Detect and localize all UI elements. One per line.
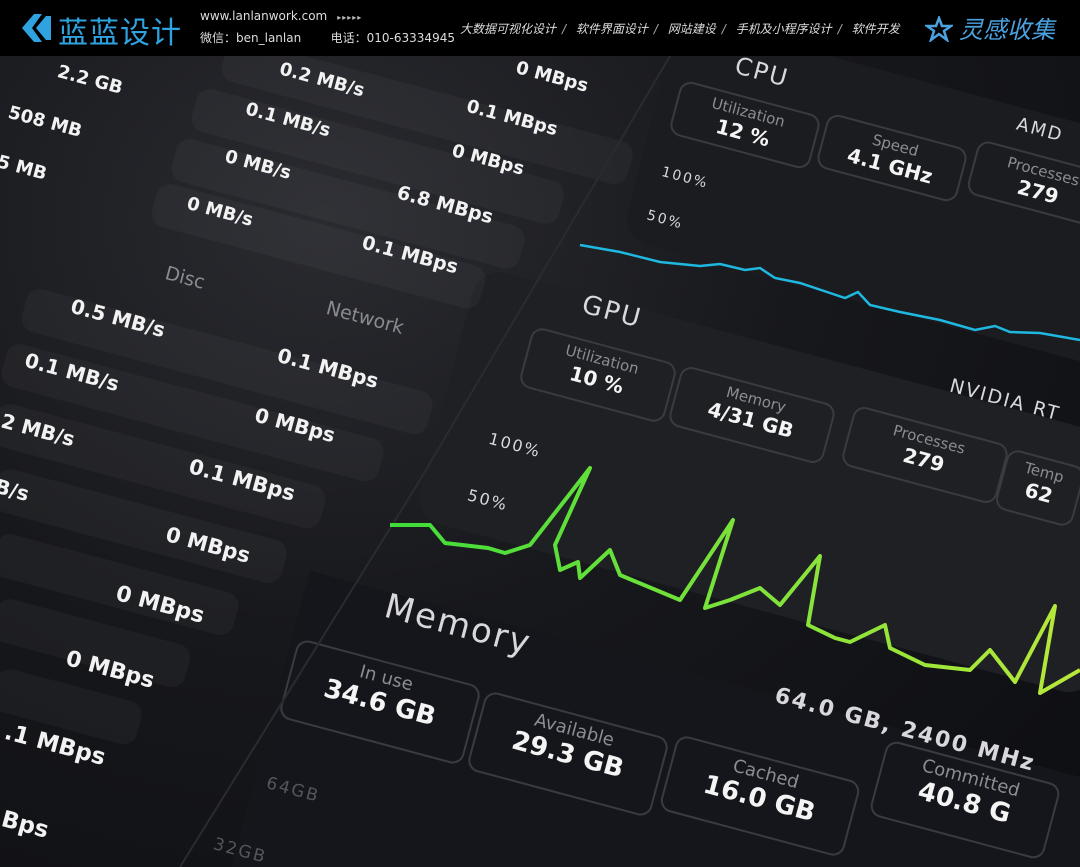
dashboard-perspective: 2.2 GB 0.2 MB/s 0 MBps 508 MB 0.1 MB/s 0… xyxy=(0,56,1080,867)
column-divider xyxy=(179,56,671,867)
nav-item-dataviz[interactable]: 大数据可视化设计 xyxy=(460,22,557,36)
nav-separator: / xyxy=(721,22,726,36)
service-nav: 大数据可视化设计 / 软件界面设计 / 网站建设 / 手机及小程序设计 / 软件开发 xyxy=(460,20,900,37)
site-banner: 蓝蓝设计 www.lanlanwork.com ▸▸▸▸▸ 微信：ben_lanl… xyxy=(0,0,1080,56)
logo-text: 蓝蓝设计 xyxy=(58,16,182,51)
lanlan-logo-icon xyxy=(22,14,51,42)
usage-graphs xyxy=(179,56,1080,867)
nav-item-software-dev[interactable]: 软件开发 xyxy=(851,22,900,36)
nav-item-website[interactable]: 网站建设 xyxy=(667,22,716,36)
wechat: 微信：ben_lanlan xyxy=(200,31,302,45)
nav-item-software-ui[interactable]: 软件界面设计 xyxy=(575,22,648,36)
phone: 电话：010-63334945 xyxy=(330,31,455,45)
arrows-icon: ▸▸▸▸▸ xyxy=(337,13,363,22)
nav-separator: / xyxy=(562,22,567,36)
brand-inspiration: 灵感收集 xyxy=(923,10,1055,45)
cpu-usage-line xyxy=(579,243,1080,342)
site-url[interactable]: www.lanlanwork.com ▸▸▸▸▸ xyxy=(200,9,362,23)
contact-info: 微信：ben_lanlan 电话：010-63334945 xyxy=(200,29,455,46)
star-icon xyxy=(923,14,955,44)
nav-separator: / xyxy=(653,22,658,36)
site-url-text[interactable]: www.lanlanwork.com xyxy=(200,9,328,23)
nav-item-mobile[interactable]: 手机及小程序设计 xyxy=(735,22,832,36)
gpu-usage-line xyxy=(390,466,1080,695)
nav-separator: / xyxy=(837,22,842,36)
brand-text: 灵感收集 xyxy=(959,16,1055,44)
